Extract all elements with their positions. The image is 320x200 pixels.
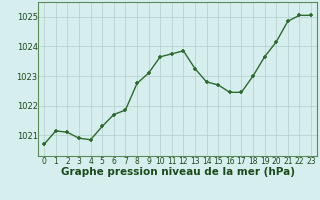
- X-axis label: Graphe pression niveau de la mer (hPa): Graphe pression niveau de la mer (hPa): [60, 167, 295, 177]
